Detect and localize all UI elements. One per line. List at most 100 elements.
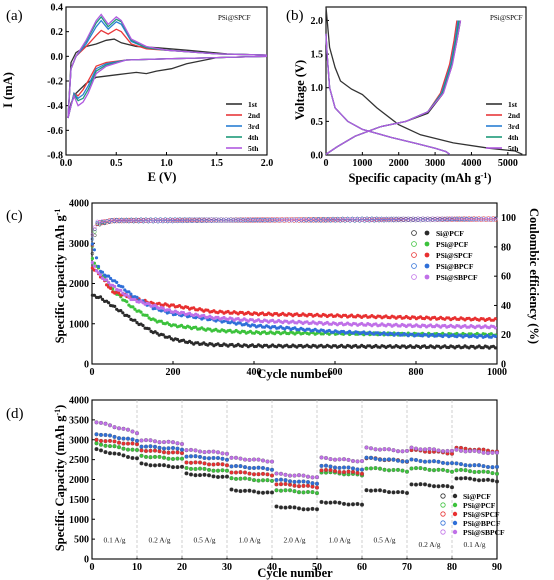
panel-d-point — [278, 477, 284, 482]
panel-c-efficiency-point — [438, 217, 442, 221]
panel-c-efficiency-point — [93, 233, 97, 238]
panel-c-efficiency-point — [477, 216, 481, 220]
panel-d-point — [467, 476, 473, 481]
panel-c-efficiency-point — [270, 219, 274, 223]
panel-c-efficiency-point — [275, 217, 279, 221]
panel-d-point — [179, 464, 185, 469]
panel-d-point — [265, 490, 270, 495]
panel-d-point — [355, 467, 360, 472]
panel-c-efficiency-point — [134, 218, 138, 223]
panel-c-efficiency-point — [146, 219, 151, 224]
panel-d-point — [440, 467, 446, 472]
panel-d-point — [94, 437, 99, 442]
panel-c-efficiency-point — [384, 216, 389, 221]
panel-d-point — [490, 450, 495, 455]
panel-c-efficiency-point — [141, 219, 146, 224]
panel-d-xtick-label: 90 — [492, 562, 502, 573]
panel-c-efficiency-point — [491, 216, 496, 220]
panel-d-point — [265, 478, 270, 483]
panel-d-point — [323, 467, 329, 473]
panel-c-capacity-point — [194, 325, 198, 329]
panel-c-efficiency-point — [494, 218, 498, 223]
panel-d-point — [193, 460, 198, 465]
panel-d-point — [188, 447, 194, 452]
panel-c-efficiency-point — [124, 218, 129, 223]
panel-d-point — [98, 432, 104, 437]
panel-d-point — [481, 478, 486, 483]
panel-d-point — [107, 433, 113, 438]
panel-d-legend-open-PSi@SBPCF — [440, 529, 446, 535]
panel-d-point — [220, 456, 225, 461]
panel-d-point — [490, 478, 495, 483]
panel-d-point — [323, 463, 329, 468]
panel-d-point — [211, 449, 216, 454]
panel-b-series-2nd-charge — [325, 20, 458, 155]
panel-c-efficiency-point — [207, 219, 211, 224]
panel-d-point — [481, 464, 486, 469]
panel-c-capacity-point — [113, 284, 117, 289]
panel-d-point — [400, 459, 405, 464]
panel-d-point — [431, 484, 437, 489]
panel-d-point — [341, 457, 347, 462]
panel-c-efficiency-point — [209, 219, 214, 223]
panel-c-efficiency-point — [306, 219, 311, 223]
panel-c-capacity-point — [133, 307, 137, 311]
panel-d-point — [125, 427, 131, 432]
panel-b-legend-label-1st: 1st — [508, 100, 518, 109]
panel-d-point — [391, 490, 396, 495]
panel-d-point — [278, 505, 284, 510]
panel-d-point — [427, 459, 432, 464]
panel-d-point — [310, 484, 315, 489]
panel-d-point — [184, 448, 189, 453]
panel-c-capacity-point — [94, 256, 99, 260]
panel-d-point — [152, 439, 158, 444]
panel-d-point — [400, 449, 405, 454]
panel-d-point — [364, 455, 369, 460]
panel-d-point — [121, 446, 126, 451]
panel-b-ytick-label: 1.0 — [311, 83, 324, 94]
panel-c-capacity-point — [493, 334, 497, 338]
panel-d-point — [148, 448, 153, 453]
panel-c-efficiency-point — [408, 218, 413, 223]
panel-d-point — [125, 447, 131, 452]
panel-c-capacity-point — [129, 292, 133, 296]
panel-d-point — [260, 478, 266, 483]
panel-c-efficiency-point — [360, 216, 364, 221]
panel-c-efficiency-point — [472, 218, 476, 222]
panel-d-point — [341, 470, 347, 475]
panel-d-point — [485, 469, 491, 475]
panel-d-point — [103, 439, 108, 444]
panel-c-efficiency-point — [362, 219, 367, 223]
panel-d-point — [143, 462, 149, 467]
panel-d-point — [247, 471, 252, 476]
panel-c: (c) Cycle number Specific capacity mAh g… — [6, 199, 541, 382]
panel-d-point — [287, 488, 293, 493]
panel-c-efficiency-point — [428, 218, 432, 223]
panel-d-ytick-label: 2000 — [69, 475, 89, 486]
panel-d-ylabel: Specific Capacity (mAh g-1) — [53, 405, 67, 552]
panel-d-point — [373, 488, 378, 493]
panel-d-point — [319, 468, 324, 473]
panel-c-efficiency-point — [107, 219, 112, 223]
panel-c-capacity-point — [135, 295, 139, 299]
panel-c-capacity-point — [96, 271, 101, 275]
panel-d-point — [238, 464, 243, 469]
panel-c-xtick-label: 600 — [328, 367, 343, 378]
panel-c-efficiency-point — [165, 219, 170, 224]
panel-d-point — [463, 476, 468, 481]
panel-d-point — [359, 502, 365, 507]
panel-c-efficiency-point — [207, 217, 211, 222]
panel-c-capacity-point — [125, 293, 129, 297]
panel-d-point — [292, 505, 297, 510]
panel-d-point — [143, 444, 149, 449]
panel-d-point — [269, 459, 275, 464]
panel-c-efficiency-point — [331, 218, 335, 222]
panel-c-capacity-point — [119, 309, 123, 313]
panel-d-point — [121, 441, 126, 446]
panel-d-point — [341, 465, 347, 470]
panel-c-efficiency-point — [102, 220, 107, 225]
panel-c-efficiency-point — [200, 219, 204, 223]
panel-d-point — [427, 446, 432, 452]
panel-c-efficiency-point — [192, 219, 197, 224]
panel-d-point — [130, 455, 135, 461]
